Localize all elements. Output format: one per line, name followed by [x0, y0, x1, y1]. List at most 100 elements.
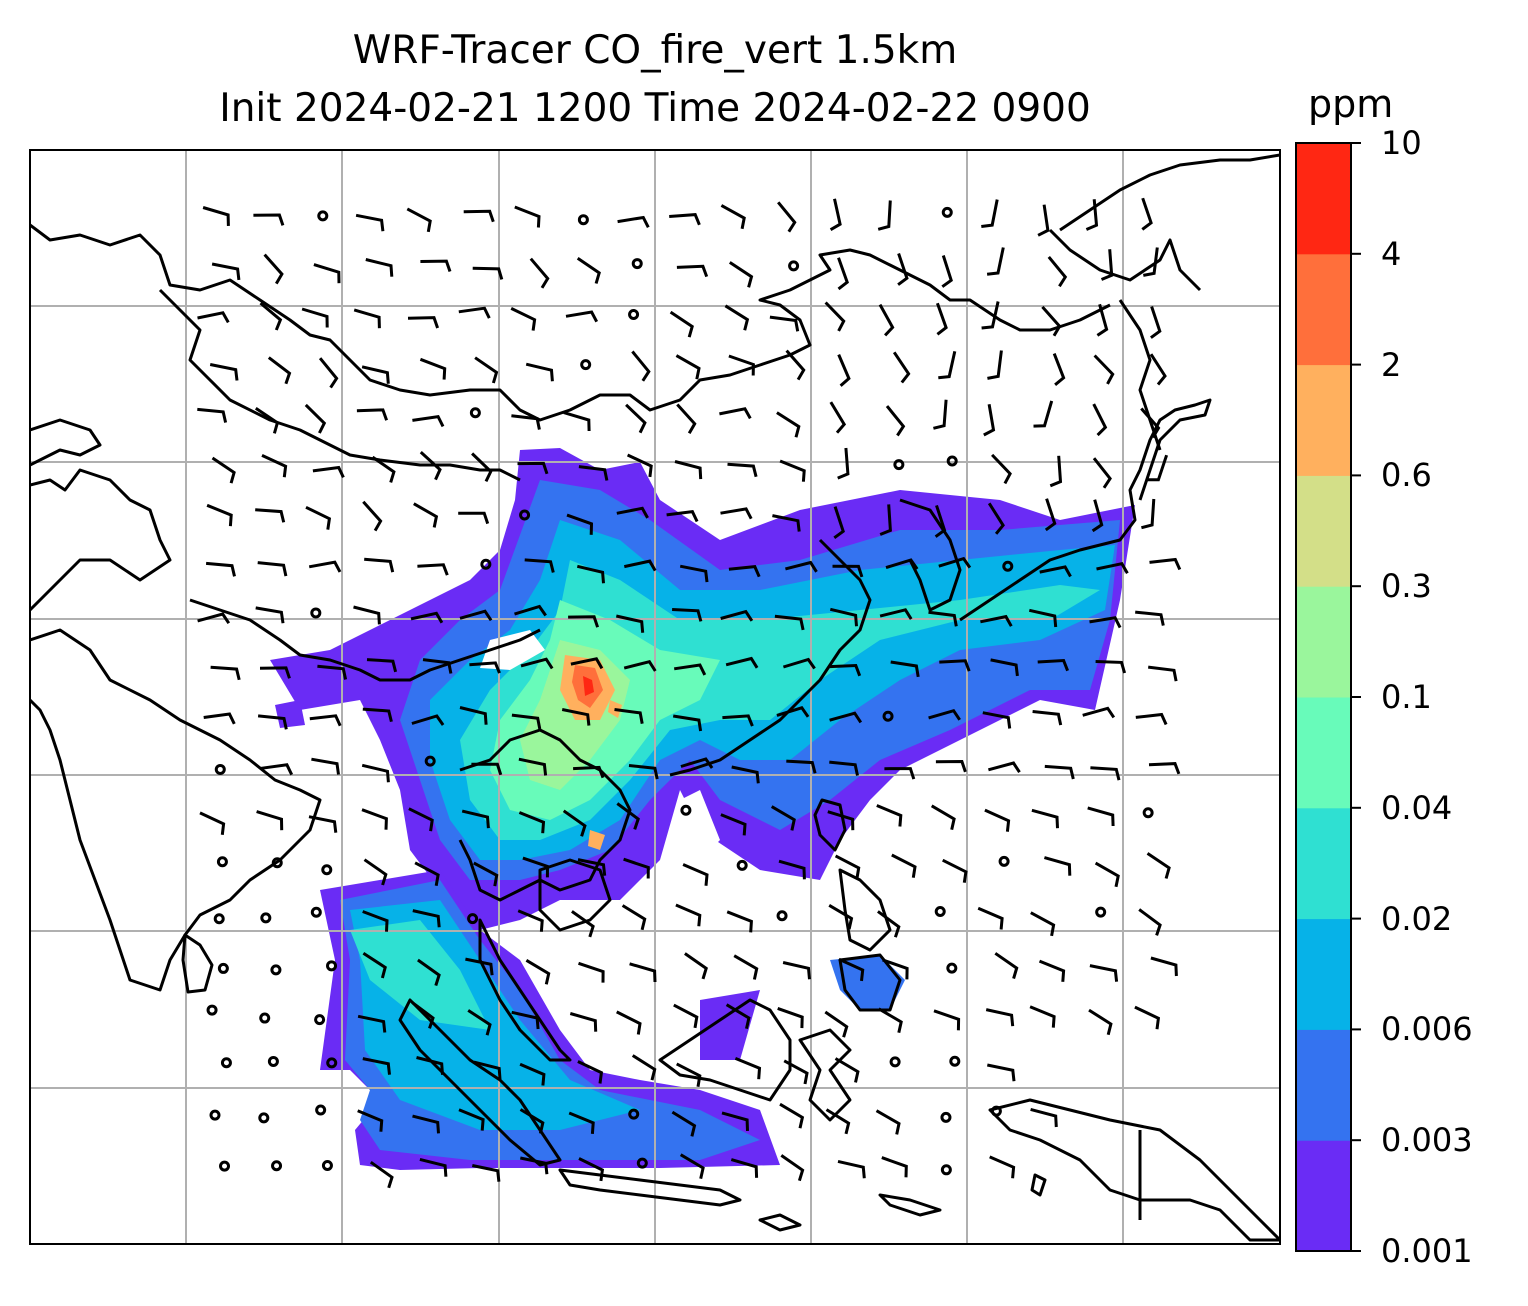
wind-barb [671, 1110, 697, 1137]
wind-barb [672, 608, 703, 622]
wind-barb [672, 714, 703, 732]
wind-barb [371, 455, 396, 483]
wind-barb [312, 465, 345, 479]
wind-barb [263, 253, 284, 285]
wind-barb [994, 952, 1019, 980]
wind-barb [1031, 808, 1059, 829]
coastline-small-isle [758, 1213, 802, 1232]
wind-barb [356, 408, 389, 421]
wind-barb [623, 659, 657, 672]
colorbar-tick-label: 10 [1381, 124, 1422, 162]
wind-barb-calm [271, 1160, 283, 1172]
wind-barb [724, 304, 750, 331]
wind-barb [209, 363, 239, 381]
wind-barb-calm [267, 1055, 279, 1067]
map-frame [29, 149, 1281, 1245]
colorbar-tick-label: 0.02 [1381, 899, 1453, 938]
wind-barb [824, 301, 846, 332]
wind-barb [730, 1158, 759, 1178]
colorbar-swatch [1296, 143, 1351, 255]
wind-barb [623, 857, 650, 879]
wind-barb [1028, 608, 1058, 628]
wind-barb-calm [260, 912, 272, 924]
wind-barb [981, 301, 1000, 330]
wind-barb [469, 661, 501, 674]
wind-barb [472, 266, 504, 280]
wind-barb [728, 354, 755, 376]
wind-barb-calm [580, 359, 592, 371]
wind-barb [411, 714, 445, 726]
wind-barb [882, 958, 909, 980]
wind-barb [878, 303, 895, 337]
colorbar-swatch [1296, 918, 1351, 1030]
wind-barb [777, 1006, 804, 1029]
wind-barb [471, 1164, 501, 1182]
wind-barb-calm [577, 214, 589, 226]
wind-barb [361, 365, 390, 384]
wind-barb [353, 308, 381, 329]
wind-barb [514, 604, 547, 617]
wind-barb [566, 513, 594, 535]
wind-barb [305, 505, 332, 530]
wind-barb [719, 407, 752, 420]
wind-barb-calm [315, 1104, 327, 1116]
wind-barb [357, 1014, 387, 1033]
wind-barb [986, 1063, 1016, 1082]
wind-barb [520, 657, 554, 670]
wind-barb [254, 407, 280, 434]
map-title-line-1: WRF-Tracer CO_fire_vert 1.5km [352, 28, 958, 73]
wind-barb [205, 561, 236, 577]
wind-barb [1044, 764, 1075, 780]
wind-barb [308, 560, 342, 573]
wind-barb [834, 1057, 860, 1083]
wind-barb [616, 1010, 642, 1035]
wind-barb [1089, 616, 1122, 629]
wind-barb-calm [636, 1157, 648, 1169]
tracer-region-borneo-east [700, 990, 760, 1060]
coastline-china-east [669, 538, 872, 777]
wind-barb [561, 708, 591, 726]
wind-barb [1148, 665, 1178, 682]
wind-barb-calm [940, 1164, 952, 1176]
wind-barb-calm [946, 962, 958, 974]
wind-barb [834, 854, 861, 880]
wind-barb [1143, 247, 1159, 277]
wind-barb [783, 1059, 809, 1085]
wind-barb-calm [628, 1108, 640, 1120]
wind-barb [362, 500, 383, 532]
wind-barb [720, 813, 747, 836]
wind-barb-calm [469, 407, 481, 419]
wind-barb [984, 808, 1011, 832]
wind-barb-calm [321, 864, 333, 876]
colorbar-tick-label: 0.003 [1381, 1121, 1473, 1160]
wind-barb [406, 207, 432, 233]
wind-barb [828, 904, 854, 930]
coastline-new-guinea [988, 1098, 1280, 1242]
wind-barb [318, 357, 339, 389]
coastline-indochina [458, 728, 632, 902]
coastline-india [30, 628, 322, 992]
wind-barb [517, 909, 544, 932]
wind-barb [211, 262, 241, 281]
border-himalaya [189, 598, 541, 682]
wind-barb [202, 206, 230, 226]
wind-barb [573, 765, 605, 779]
wind-barb [885, 405, 906, 437]
wind-barb [309, 714, 342, 727]
wind-barb [459, 706, 488, 725]
wind-barb [989, 1155, 1016, 1179]
wind-barb [461, 809, 490, 829]
wind-barb-calm [314, 1014, 326, 1026]
wind-barb [471, 762, 503, 776]
wind-barb [1100, 249, 1114, 281]
wind-barb [517, 461, 549, 475]
wind-barb [725, 1003, 751, 1030]
wind-barb [829, 198, 842, 231]
wind-barb-calm [258, 1112, 270, 1124]
wind-barb [577, 858, 607, 876]
wind-barb [417, 958, 441, 987]
wind-barb [518, 811, 546, 834]
wind-barb [353, 605, 381, 625]
wind-barb [935, 759, 967, 773]
wind-barb [311, 757, 340, 775]
